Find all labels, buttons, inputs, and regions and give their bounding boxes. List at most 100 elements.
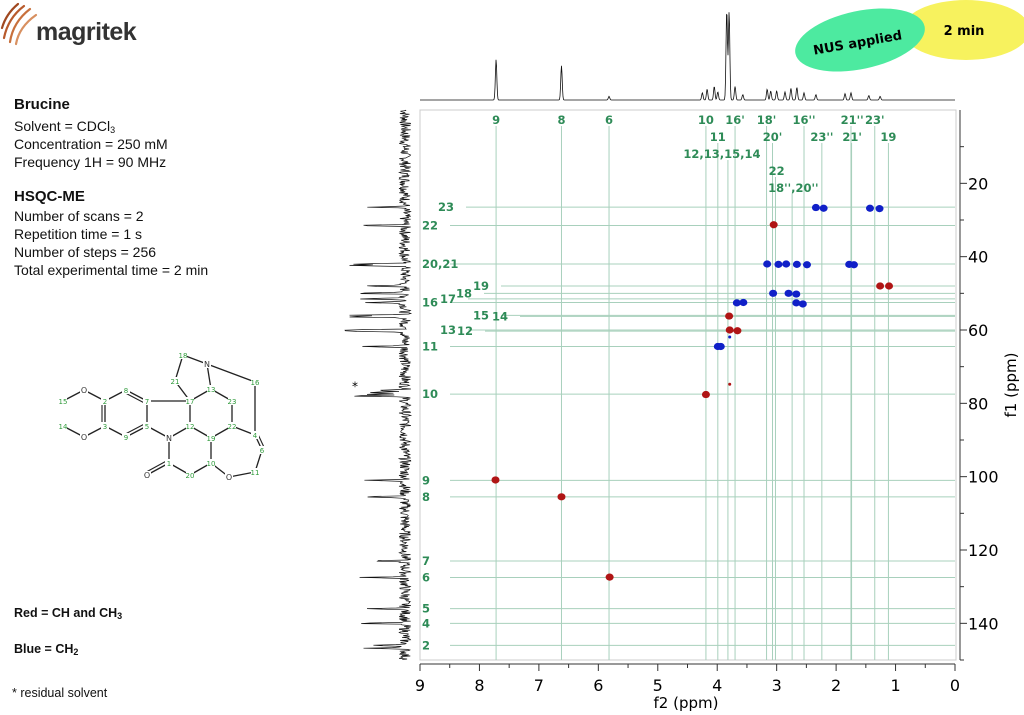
f2-label: 23'' bbox=[810, 130, 833, 144]
x-tick-label: 5 bbox=[653, 676, 663, 695]
legend-red: Red = CH and CH3 bbox=[14, 606, 122, 621]
solvent-label: Solvent = CDCl bbox=[14, 118, 111, 134]
heteroatom-label: O bbox=[144, 471, 150, 480]
nus-badge-shape bbox=[795, 8, 925, 72]
magritek-logo: magritek bbox=[36, 18, 137, 46]
f1-label: 19 bbox=[473, 279, 489, 293]
ch2-cross-peak bbox=[728, 335, 732, 339]
magritek-logo-arcs bbox=[0, 2, 38, 46]
y-tick-label: 20 bbox=[968, 174, 988, 193]
legend-blue-label: Blue = CH bbox=[14, 642, 74, 656]
atom-bg bbox=[171, 377, 179, 385]
x-tick-label: 6 bbox=[593, 676, 603, 695]
f2-label: 10 bbox=[698, 113, 714, 127]
residual-solvent-note: * residual solvent bbox=[12, 686, 108, 700]
atom-bg bbox=[225, 473, 233, 481]
bond bbox=[228, 471, 256, 478]
brucine-structure: O 15 2 8 7 5 9 3 O 14 17 12 N 1 O 20 10 19 O 11 64 22 23 13 N 18 2… bbox=[59, 351, 266, 482]
legend-red-subscript: 3 bbox=[117, 611, 123, 621]
ch2-cross-peak bbox=[802, 261, 811, 269]
carbon-projection: * bbox=[344, 109, 413, 660]
ch-ch3-cross-peak bbox=[557, 493, 566, 501]
ch-ch3-cross-peak bbox=[885, 282, 894, 290]
x-tick-label: 0 bbox=[950, 676, 960, 695]
ch-ch3-cross-peak bbox=[728, 382, 732, 386]
atom-bg bbox=[207, 459, 215, 467]
steps-text: Number of steps = 256 bbox=[14, 244, 157, 260]
x-axis-label: f2 (ppm) bbox=[654, 694, 719, 712]
plot-frame bbox=[419, 109, 957, 661]
atom-number-label: 11 bbox=[251, 469, 260, 477]
f1-label: 14 bbox=[492, 309, 508, 323]
atom-bg bbox=[80, 433, 88, 441]
atom-bg bbox=[251, 378, 259, 386]
ch-ch3-cross-peak bbox=[701, 390, 710, 399]
x-tick-label: 8 bbox=[474, 676, 484, 695]
ch2-cross-peak bbox=[782, 260, 791, 268]
residual-solvent-marker: * bbox=[352, 379, 358, 393]
ch2-cross-peak bbox=[763, 260, 772, 268]
ch2-cross-peak bbox=[792, 299, 801, 307]
f2-label: 11 bbox=[710, 130, 726, 144]
ch2-cross-peak bbox=[769, 289, 778, 297]
time-badge-label: 2 min bbox=[944, 24, 985, 39]
ch2-cross-peak bbox=[875, 205, 884, 213]
double-bond bbox=[124, 422, 146, 435]
atom-bg bbox=[203, 360, 211, 368]
f1-label: 11 bbox=[422, 340, 438, 354]
x-tick-label: 3 bbox=[772, 676, 782, 695]
ch2-cross-peak bbox=[774, 260, 783, 268]
atom-number-label: 21 bbox=[171, 378, 180, 386]
badges: NUS applied 2 min bbox=[795, 0, 1024, 72]
y-axis-label: f1 (ppm) bbox=[1002, 353, 1020, 418]
atom-number-label: 13 bbox=[207, 386, 216, 394]
f2-label: 6 bbox=[605, 113, 613, 127]
atom-number-label: 15 bbox=[59, 398, 68, 406]
atom-bg bbox=[143, 471, 151, 479]
atom-number-label: 17 bbox=[186, 398, 195, 406]
atom-bg bbox=[228, 397, 236, 405]
atom-bg bbox=[186, 471, 194, 479]
legend-blue: Blue = CH2 bbox=[14, 642, 78, 657]
ch-ch3-cross-peak bbox=[733, 327, 742, 335]
atom-bg bbox=[59, 422, 67, 430]
f1-label: 12 bbox=[457, 324, 473, 338]
scans-text: Number of scans = 2 bbox=[14, 208, 144, 224]
f2-label: 18' bbox=[757, 113, 777, 127]
f1-label: 16 bbox=[422, 296, 438, 310]
atom-number-label: 1 bbox=[167, 460, 171, 468]
atom-bg bbox=[143, 422, 151, 430]
f1-label: 5 bbox=[422, 602, 430, 616]
f2-label: 18'',20'' bbox=[768, 181, 818, 195]
ch2-cross-peak bbox=[819, 204, 828, 212]
atom-bg bbox=[251, 431, 259, 439]
atom-number-label: 12 bbox=[186, 423, 195, 431]
x-tick-label: 9 bbox=[415, 676, 425, 695]
heteroatom-label: N bbox=[204, 360, 210, 369]
atom-number-label: 10 bbox=[207, 460, 216, 468]
total-time-text: Total experimental time = 2 min bbox=[14, 262, 209, 278]
solvent-subscript: 3 bbox=[110, 125, 116, 135]
experiment-title: HSQC-ME bbox=[14, 188, 85, 205]
atom-number-label: 14 bbox=[59, 423, 68, 431]
heteroatom-label: N bbox=[166, 434, 172, 443]
atom-number-label: 22 bbox=[228, 423, 237, 431]
repetition-text: Repetition time = 1 s bbox=[14, 226, 143, 242]
atom-bg bbox=[101, 397, 109, 405]
atom-number-label: 16 bbox=[251, 379, 260, 387]
atom-number-label: 6 bbox=[260, 447, 265, 455]
atom-number-label: 7 bbox=[145, 398, 149, 406]
atom-bg bbox=[101, 422, 109, 430]
atom-bg bbox=[59, 397, 67, 405]
f1-label: 4 bbox=[422, 616, 430, 630]
legend-red-label: Red = CH and CH bbox=[14, 606, 118, 620]
atom-number-label: 5 bbox=[145, 423, 149, 431]
proton-trace bbox=[420, 12, 955, 101]
sample-title: Brucine bbox=[14, 96, 70, 113]
atom-number-label: 18 bbox=[179, 352, 188, 360]
cross-peaks bbox=[491, 203, 894, 581]
ch2-cross-peak bbox=[732, 299, 741, 307]
ch2-cross-peak bbox=[784, 289, 793, 297]
atom-number-label: 23 bbox=[228, 398, 237, 406]
